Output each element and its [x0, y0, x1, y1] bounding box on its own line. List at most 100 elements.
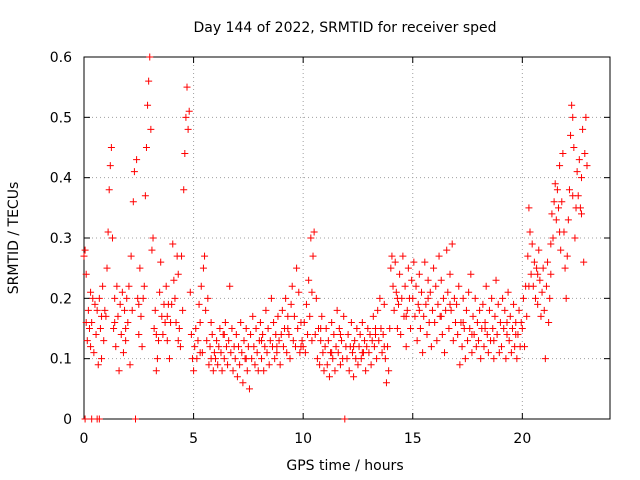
data-point	[489, 325, 497, 332]
data-point	[206, 343, 214, 351]
data-point	[108, 234, 116, 242]
data-point	[295, 288, 303, 296]
data-point	[229, 367, 237, 375]
data-point	[231, 355, 239, 363]
data-point	[99, 282, 107, 290]
data-point	[373, 355, 381, 363]
data-point	[578, 174, 586, 182]
data-point	[447, 306, 455, 314]
data-point	[88, 318, 96, 326]
data-point	[204, 294, 212, 302]
data-point	[458, 343, 466, 351]
data-point	[393, 294, 401, 302]
data-point	[98, 355, 106, 363]
data-point	[138, 343, 146, 351]
data-point	[289, 337, 297, 345]
x-tick-label: 20	[513, 431, 531, 447]
data-point	[414, 300, 422, 308]
data-point	[393, 325, 401, 332]
data-point	[547, 240, 555, 248]
data-point	[482, 282, 490, 290]
data-point	[216, 325, 224, 332]
data-point	[220, 331, 228, 339]
data-point	[496, 318, 504, 326]
data-point	[212, 355, 219, 363]
data-point	[382, 379, 390, 387]
data-point	[553, 186, 561, 194]
data-point	[531, 294, 539, 302]
y-tick-label: 0.4	[50, 171, 72, 187]
data-point	[454, 331, 462, 339]
data-point	[304, 331, 312, 339]
data-point	[273, 349, 281, 357]
data-point	[558, 198, 566, 206]
chart-title: Day 144 of 2022, SRMTID for receiver spe…	[193, 20, 496, 36]
x-tick-label: 5	[189, 431, 198, 447]
data-point	[215, 343, 223, 351]
data-point	[575, 156, 583, 164]
data-point	[140, 282, 148, 290]
data-point	[459, 318, 467, 326]
data-point	[302, 300, 310, 308]
data-point	[379, 331, 387, 339]
data-point	[228, 325, 236, 332]
y-tick-label: 0	[63, 412, 72, 428]
data-point	[461, 355, 469, 363]
data-point	[462, 306, 470, 314]
data-point	[358, 349, 366, 357]
data-point	[183, 83, 191, 91]
data-point	[95, 415, 103, 423]
data-point	[432, 282, 440, 290]
data-point	[106, 162, 114, 170]
data-point	[550, 198, 558, 206]
data-point	[226, 282, 234, 290]
data-point	[367, 361, 375, 369]
data-point	[152, 331, 160, 339]
data-point	[356, 331, 364, 339]
data-point	[90, 349, 98, 357]
data-point	[122, 325, 130, 332]
data-point	[446, 270, 454, 278]
data-point	[420, 312, 428, 320]
data-point	[559, 150, 567, 158]
data-point	[540, 306, 548, 314]
data-point	[162, 282, 170, 290]
data-point	[156, 288, 164, 296]
data-point	[261, 343, 269, 351]
data-point	[357, 355, 365, 363]
data-point	[508, 325, 516, 332]
data-point	[515, 306, 523, 314]
data-point	[568, 101, 576, 109]
data-point	[341, 415, 349, 423]
data-point	[459, 294, 467, 302]
data-point	[311, 331, 319, 339]
data-point	[87, 343, 95, 351]
data-point	[195, 300, 203, 308]
data-point	[580, 258, 588, 266]
data-point	[412, 282, 420, 290]
data-point	[286, 355, 294, 363]
data-point	[324, 337, 332, 345]
data-point	[225, 337, 233, 345]
data-point	[125, 282, 133, 290]
data-point	[290, 312, 298, 320]
data-point	[264, 325, 272, 332]
data-point	[178, 252, 186, 260]
data-point	[220, 355, 228, 363]
data-point	[475, 337, 482, 345]
data-point	[453, 300, 461, 308]
data-point	[519, 294, 527, 302]
data-point	[82, 270, 90, 278]
data-point	[201, 252, 209, 260]
x-tick-label: 15	[404, 431, 422, 447]
data-point	[242, 355, 250, 363]
data-point	[298, 337, 306, 345]
data-point	[260, 367, 268, 375]
data-point	[528, 240, 536, 248]
data-point	[365, 349, 373, 357]
grid-lines	[84, 57, 610, 419]
data-point	[411, 312, 419, 320]
data-point	[197, 282, 205, 290]
data-point	[329, 355, 337, 363]
data-point	[210, 349, 218, 357]
